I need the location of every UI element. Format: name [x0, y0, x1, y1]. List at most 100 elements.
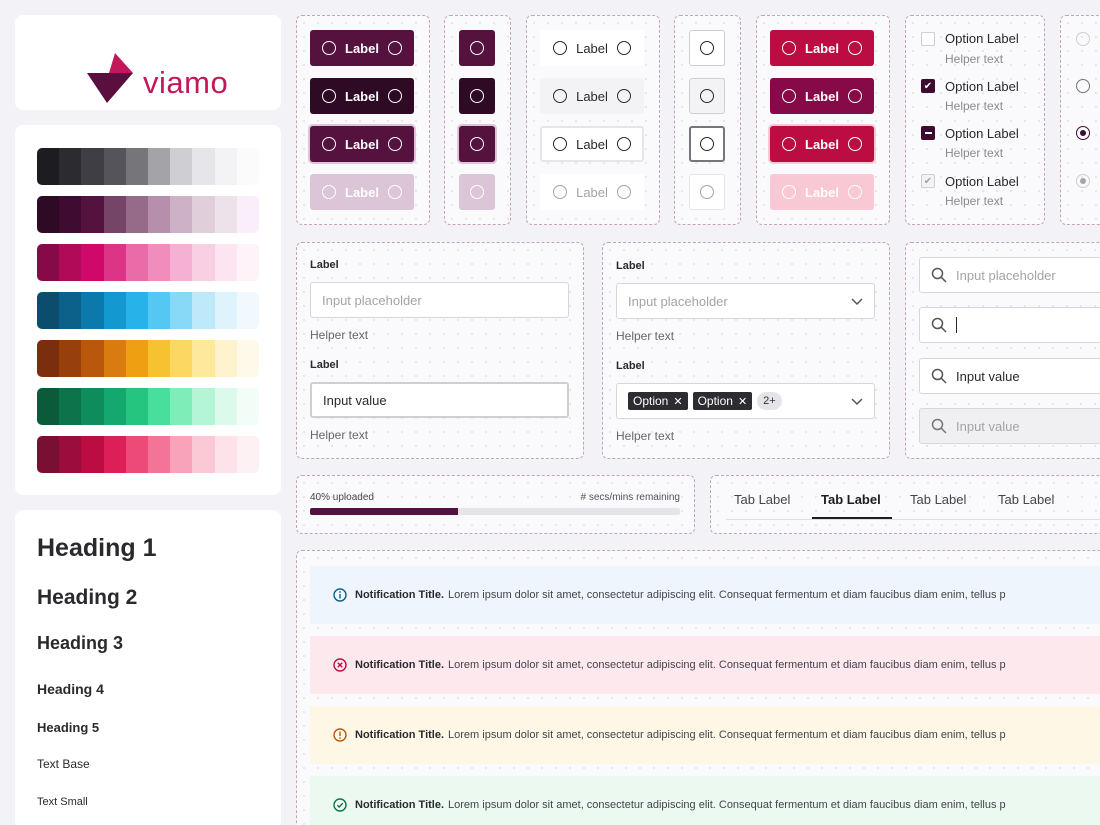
primary-icon-button-disabled[interactable]	[459, 174, 495, 210]
select-placeholder: Input placeholder	[628, 293, 728, 309]
tab-4[interactable]: Tab Label	[998, 492, 1055, 507]
search-input-focused[interactable]	[919, 307, 1100, 343]
color-swatch	[81, 388, 104, 425]
primary-button-focus[interactable]: Label	[310, 126, 414, 162]
search-input-disabled[interactable]: Input value	[919, 408, 1100, 444]
search-icon	[931, 267, 947, 283]
active-tab-indicator	[812, 517, 892, 519]
circle-icon	[847, 89, 862, 103]
selected-chip[interactable]: Option ✕	[628, 392, 688, 410]
circle-icon	[782, 89, 797, 103]
viamo-logo-icon	[87, 53, 133, 103]
color-swatch	[214, 340, 237, 377]
secondary-button-focus[interactable]: Label	[540, 126, 644, 162]
heading-5-sample: Heading 5	[37, 720, 100, 735]
checkbox-checked[interactable]: ✔	[921, 79, 935, 93]
input-label: Label	[310, 359, 339, 371]
input-helper: Helper text	[310, 328, 369, 342]
color-swatch	[170, 244, 193, 281]
danger-button-hover[interactable]: Label	[770, 78, 874, 114]
palette-row	[37, 244, 259, 281]
search-disabled-value: Input value	[956, 418, 1020, 434]
chevron-down-icon	[851, 398, 863, 406]
progress-panel	[296, 475, 695, 534]
secondary-button-disabled[interactable]: Label	[540, 174, 644, 210]
color-swatch	[192, 196, 215, 233]
primary-icon-button[interactable]	[459, 30, 495, 66]
radio-checked[interactable]	[1076, 126, 1090, 140]
danger-button-focus[interactable]: Label	[770, 126, 874, 162]
checkbox-unchecked[interactable]	[921, 32, 935, 46]
text-input-empty[interactable]: Input placeholder	[310, 282, 569, 318]
palette-row	[37, 292, 259, 329]
circle-icon	[470, 137, 484, 151]
progress-label: 40% uploaded	[310, 492, 374, 503]
text-input-filled[interactable]: Input value	[310, 382, 569, 418]
select-dropdown[interactable]: Input placeholder	[616, 283, 875, 319]
close-icon[interactable]: ✕	[673, 395, 683, 408]
color-swatch	[125, 196, 149, 233]
color-swatch	[125, 244, 149, 281]
logo-card: viamo	[15, 15, 281, 110]
multi-select[interactable]: Option ✕ Option ✕ 2+	[616, 383, 875, 419]
tab-1[interactable]: Tab Label	[734, 492, 791, 507]
secondary-icon-button[interactable]	[689, 30, 725, 66]
warning-icon	[333, 728, 347, 742]
tab-3[interactable]: Tab Label	[910, 492, 967, 507]
tab-2-active[interactable]: Tab Label	[821, 492, 881, 507]
notification-body: Lorem ipsum dolor sit amet, consectetur …	[448, 659, 1006, 671]
color-swatch	[236, 436, 259, 473]
notification-body: Lorem ipsum dolor sit amet, consectetur …	[448, 799, 1006, 811]
search-placeholder: Input placeholder	[956, 267, 1056, 283]
check-icon: ✔	[923, 175, 933, 187]
circle-icon	[470, 41, 484, 55]
color-swatch	[59, 340, 82, 377]
color-swatch	[170, 340, 193, 377]
search-icon	[931, 418, 947, 434]
color-swatch	[37, 340, 60, 377]
secondary-button[interactable]: Label	[540, 30, 644, 66]
danger-button[interactable]: Label	[770, 30, 874, 66]
select-panel	[602, 242, 890, 459]
circle-icon	[782, 41, 797, 55]
notification-body: Lorem ipsum dolor sit amet, consectetur …	[448, 589, 1006, 601]
circle-icon	[700, 137, 714, 151]
color-swatch	[81, 148, 104, 185]
color-swatch	[214, 148, 237, 185]
color-swatch	[37, 196, 60, 233]
color-swatch	[59, 292, 82, 329]
danger-button-disabled[interactable]: Label	[770, 174, 874, 210]
color-swatch	[59, 148, 82, 185]
secondary-icon-button-hover[interactable]	[689, 78, 725, 114]
tabs-divider	[726, 519, 1100, 520]
primary-button[interactable]: Label	[310, 30, 414, 66]
select-label: Label	[616, 360, 645, 372]
primary-icon-button-focus[interactable]	[459, 126, 495, 162]
tabs-panel	[710, 475, 1100, 534]
search-input-empty[interactable]: Input placeholder	[919, 257, 1100, 293]
checkbox-indeterminate[interactable]	[921, 126, 935, 140]
color-swatch	[59, 436, 82, 473]
selected-chip[interactable]: Option ✕	[692, 392, 753, 410]
primary-button-hover[interactable]: Label	[310, 78, 414, 114]
select-helper: Helper text	[616, 329, 675, 343]
color-swatch	[125, 388, 149, 425]
checkbox-disabled[interactable]: ✔	[921, 174, 935, 188]
radio-unchecked[interactable]	[1076, 79, 1090, 93]
secondary-icon-button-disabled[interactable]	[689, 174, 725, 210]
secondary-button-hover[interactable]: Label	[540, 78, 644, 114]
close-icon[interactable]: ✕	[737, 395, 748, 408]
primary-icon-button-hover[interactable]	[459, 78, 495, 114]
heading-4-sample: Heading 4	[37, 681, 104, 697]
select-label: Label	[616, 260, 645, 272]
secondary-icon-button-focus[interactable]	[689, 126, 725, 162]
circle-icon	[322, 41, 337, 55]
circle-icon	[700, 41, 714, 55]
radio-unchecked-disabled[interactable]	[1076, 32, 1090, 46]
notification-body: Lorem ipsum dolor sit amet, consectetur …	[448, 729, 1006, 741]
color-swatch	[37, 148, 60, 185]
search-icon	[931, 368, 947, 384]
primary-button-disabled[interactable]: Label	[310, 174, 414, 210]
search-input-filled[interactable]: Input value	[919, 358, 1100, 394]
radio-checked-disabled[interactable]	[1076, 174, 1090, 188]
